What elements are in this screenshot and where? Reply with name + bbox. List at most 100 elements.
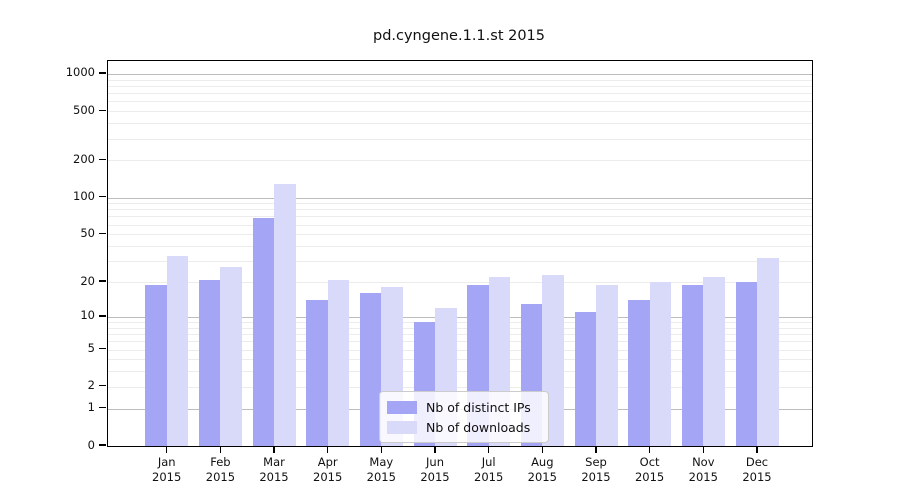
gridline-minor-4 <box>108 359 812 361</box>
y-tick-mark-1 <box>99 407 106 409</box>
bar-distinct-ips-feb <box>198 279 221 446</box>
x-tick-mark-aug <box>541 446 543 453</box>
x-tick-label-oct: Oct 2015 <box>634 455 665 484</box>
y-tick-label-1000: 1000 <box>65 65 95 80</box>
chart-title: pd.cyngene.1.1.st 2015 <box>372 28 546 44</box>
legend-row-downloads: Nb of downloads <box>387 417 540 437</box>
gridline-minor-9 <box>108 322 812 323</box>
gridline-major-1000 <box>108 73 812 75</box>
y-tick-mark-10 <box>99 315 106 317</box>
gridline-minor-800 <box>108 85 812 87</box>
x-tick-mark-may <box>380 446 382 453</box>
x-tick-mark-jul <box>488 446 490 453</box>
gridline-minor-8 <box>108 327 812 329</box>
y-tick-mark-100 <box>99 195 106 198</box>
x-tick-label-mar: Mar 2015 <box>259 455 289 484</box>
gridline-major-10 <box>108 316 812 318</box>
x-tick-label-aug: Aug 2015 <box>527 455 557 484</box>
x-tick-mark-feb <box>219 446 222 453</box>
x-tick-mark-mar <box>273 446 275 453</box>
x-tick-label-apr: Apr 2015 <box>313 455 343 484</box>
gridline-minor-500 <box>108 111 812 113</box>
gridline-minor-3 <box>108 371 812 373</box>
x-tick-label-may: May 2015 <box>366 455 396 484</box>
x-tick-mark-dec <box>756 446 758 453</box>
x-tick-mark-jan <box>166 446 168 453</box>
x-tick-label-jul: Jul 2015 <box>474 455 504 484</box>
legend: Nb of distinct IPs Nb of downloads <box>379 391 549 443</box>
gridline-minor-90 <box>108 203 812 205</box>
y-tick-label-20: 20 <box>80 273 95 288</box>
bar-distinct-ips-mar <box>252 218 274 446</box>
y-tick-label-2: 2 <box>87 378 95 393</box>
y-tick-label-0: 0 <box>87 437 95 452</box>
bar-distinct-ips-nov <box>681 284 704 446</box>
y-tick-mark-200 <box>99 158 106 161</box>
bar-downloads-mar <box>274 183 296 446</box>
legend-label-downloads: Nb of downloads <box>426 419 531 435</box>
bar-downloads-nov <box>703 277 725 446</box>
bar-distinct-ips-may <box>359 293 382 446</box>
gridline-minor-400 <box>108 123 812 125</box>
bar-distinct-ips-sep <box>574 312 596 446</box>
x-tick-mark-oct <box>648 446 651 453</box>
gridline-minor-7 <box>108 334 812 335</box>
legend-row-distinct-ips: Nb of distinct IPs <box>387 397 540 417</box>
y-tick-label-5: 5 <box>87 341 95 355</box>
y-tick-label-100: 100 <box>73 189 95 203</box>
y-tick-label-200: 200 <box>73 151 95 166</box>
bar-distinct-ips-jan <box>145 284 167 446</box>
y-tick-label-10: 10 <box>80 308 95 323</box>
gridline-minor-700 <box>108 93 812 95</box>
x-tick-mark-sep <box>595 446 597 453</box>
bar-distinct-ips-apr <box>306 300 328 446</box>
gridline-minor-70 <box>108 216 812 218</box>
gridline-minor-2 <box>108 386 812 388</box>
gridline-minor-80 <box>108 209 812 211</box>
legend-swatch-downloads <box>387 420 417 434</box>
y-tick-label-50: 50 <box>80 225 95 240</box>
y-tick-label-500: 500 <box>73 102 95 117</box>
y-tick-mark-5 <box>99 347 106 350</box>
bar-distinct-ips-oct <box>628 300 650 446</box>
bar-downloads-sep <box>596 284 618 446</box>
y-tick-mark-1000 <box>99 72 106 74</box>
y-tick-mark-20 <box>99 280 106 282</box>
bar-distinct-ips-dec <box>735 282 757 446</box>
x-tick-mark-jun <box>434 446 436 453</box>
bar-downloads-oct <box>649 282 672 446</box>
x-tick-label-sep: Sep 2015 <box>581 455 611 484</box>
y-tick-mark-0 <box>99 444 106 446</box>
gridline-minor-40 <box>108 246 812 247</box>
legend-label-distinct-ips: Nb of distinct IPs <box>426 399 531 415</box>
x-tick-label-jun: Jun 2015 <box>420 455 450 484</box>
x-tick-label-dec: Dec 2015 <box>742 455 772 484</box>
legend-swatch-distinct-ips <box>387 400 417 414</box>
y-tick-mark-500 <box>99 109 106 111</box>
x-tick-label-nov: Nov 2015 <box>688 455 718 484</box>
gridline-minor-300 <box>108 138 812 140</box>
gridline-minor-60 <box>108 224 812 226</box>
y-tick-label-1: 1 <box>87 400 95 415</box>
gridline-minor-5 <box>108 349 812 351</box>
x-tick-mark-nov <box>702 446 704 453</box>
plot-area <box>107 60 813 447</box>
bar-downloads-apr <box>327 279 350 446</box>
y-tick-mark-2 <box>99 385 106 387</box>
x-tick-label-jan: Jan 2015 <box>152 455 182 484</box>
x-tick-mark-apr <box>327 446 329 453</box>
gridline-minor-30 <box>108 261 812 263</box>
bar-downloads-jan <box>166 256 189 446</box>
gridline-major-100 <box>108 197 812 199</box>
x-tick-label-feb: Feb 2015 <box>205 455 236 484</box>
bar-downloads-dec <box>757 257 779 446</box>
gridline-minor-6 <box>108 341 812 343</box>
gridline-minor-20 <box>108 282 812 283</box>
gridline-minor-900 <box>108 79 812 81</box>
gridline-minor-200 <box>108 160 812 162</box>
bar-downloads-feb <box>220 266 242 446</box>
gridline-minor-50 <box>108 234 812 236</box>
y-tick-mark-50 <box>99 232 106 234</box>
gridline-minor-600 <box>108 101 812 103</box>
